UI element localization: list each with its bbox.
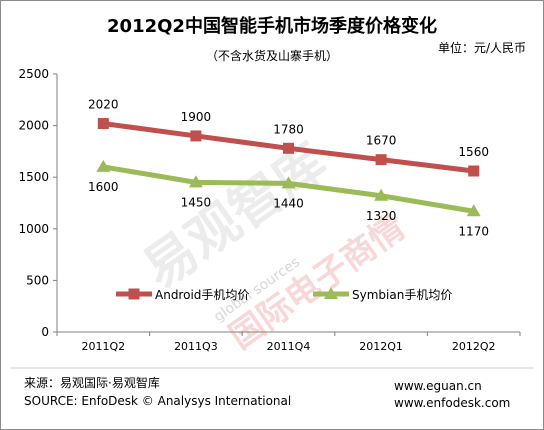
x-tick-label: 2011Q3 — [174, 340, 218, 353]
data-point — [190, 130, 202, 142]
url-eguan: www.eguan.cn — [394, 379, 482, 393]
data-label: 1320 — [366, 209, 397, 223]
unit-label: 单位：元/人民币 — [438, 40, 526, 55]
data-label: 1780 — [273, 122, 304, 136]
chart-title: 2012Q2中国智能手机市场季度价格变化 — [107, 15, 437, 37]
data-point — [468, 165, 480, 177]
source-en: SOURCE: EnfoDesk © Analysys Internationa… — [24, 394, 291, 408]
source-cn: 来源：易观国际·易观智库 — [24, 375, 160, 390]
series-2: 1600 1450 1440 1320 1170 — [88, 159, 489, 238]
data-point — [281, 176, 296, 189]
legend-label: Android手机均价 — [155, 288, 249, 302]
series-1: 2020 1900 1780 1670 1560 — [88, 98, 489, 177]
data-point — [188, 175, 203, 188]
x-tick-label: 2011Q4 — [267, 340, 311, 353]
data-point — [374, 188, 389, 201]
watermark: 易观智库 国际电子商情 global sources — [133, 132, 412, 357]
axes: 0 500 1000 1500 2000 2500 2011Q2 2011Q3 2011Q4 20… — [18, 67, 521, 353]
data-label: 1900 — [181, 110, 212, 124]
y-tick-label: 1500 — [18, 170, 49, 184]
legend-item-1: Android手机均价 — [116, 288, 249, 302]
data-point — [466, 204, 481, 217]
x-tick-label: 2012Q2 — [452, 340, 496, 353]
data-label: 1600 — [88, 180, 119, 194]
x-tick-label: 2012Q1 — [359, 340, 403, 353]
data-label: 1440 — [273, 196, 304, 210]
legend: Android手机均价 Symbian手机均价 — [116, 287, 452, 302]
series-layer: 2020 1900 1780 1670 1560 1600 1450 1440 1320 1170 — [88, 98, 489, 239]
x-tick-label: 2011Q2 — [81, 340, 125, 353]
legend-marker — [128, 288, 140, 300]
data-point — [96, 159, 111, 172]
y-tick-label: 500 — [26, 273, 49, 287]
data-point — [375, 154, 387, 166]
legend-label: Symbian手机均价 — [352, 288, 452, 302]
data-label: 1560 — [458, 145, 489, 159]
chart-subtitle: （不含水货及山寨手机） — [206, 48, 338, 63]
data-label: 2020 — [88, 98, 119, 112]
y-tick-label: 1000 — [18, 222, 49, 236]
legend-item-2: Symbian手机均价 — [313, 287, 452, 302]
data-label: 1450 — [181, 195, 212, 209]
y-tick-label: 2000 — [18, 119, 49, 133]
data-label: 1670 — [366, 134, 397, 148]
legend-marker — [324, 287, 338, 299]
url-enfodesk: www.enfodesk.com — [394, 396, 510, 410]
y-tick-label: 2500 — [18, 67, 49, 81]
data-label: 1170 — [458, 224, 489, 238]
y-tick-label: 0 — [41, 325, 49, 339]
data-point — [97, 118, 109, 130]
data-point — [283, 142, 294, 154]
